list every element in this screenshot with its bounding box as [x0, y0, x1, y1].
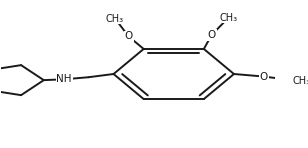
Text: NH: NH — [56, 74, 72, 84]
Text: CH₃: CH₃ — [219, 13, 237, 23]
Text: O: O — [124, 31, 133, 41]
Text: CH₃: CH₃ — [293, 77, 308, 86]
Text: O: O — [208, 30, 216, 40]
Text: CH₃: CH₃ — [106, 13, 124, 24]
Text: O: O — [259, 71, 268, 82]
